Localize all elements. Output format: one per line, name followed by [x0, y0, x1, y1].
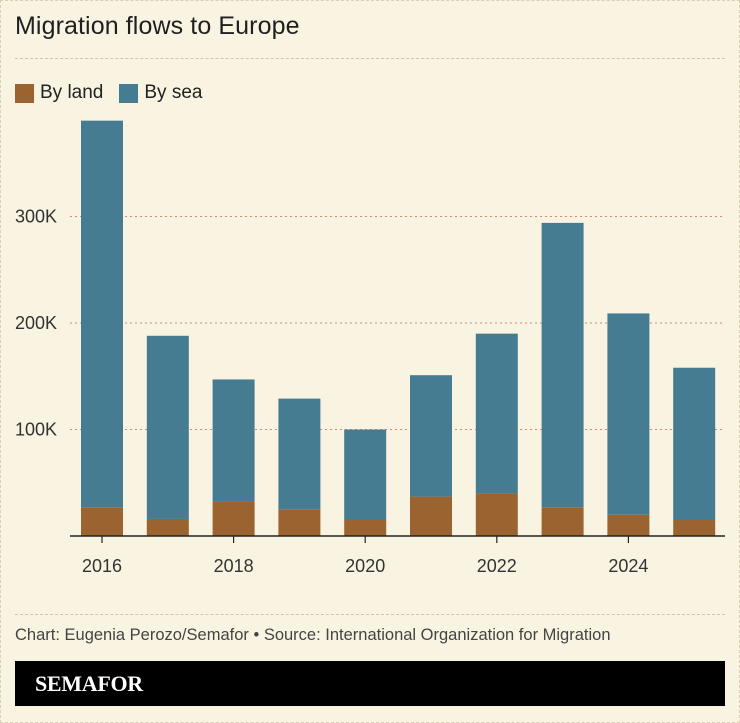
legend-item-land: By land	[15, 82, 103, 104]
bar-2019-land	[278, 509, 321, 536]
bar-2018-sea	[212, 379, 255, 502]
bar-2020-sea	[344, 429, 387, 521]
bar-2024-sea	[607, 313, 650, 515]
bar-2021-land	[410, 496, 452, 536]
bar-2022-sea	[475, 333, 518, 494]
bar-2016-land	[81, 507, 123, 536]
bar-2025-land	[673, 520, 716, 536]
title-divider	[15, 58, 725, 59]
x-axis: 2016 2018 2020 2022 2024	[70, 535, 725, 576]
x-tick-label-2020: 2020	[345, 556, 385, 576]
legend-label-sea: By sea	[144, 82, 203, 103]
legend: By land By sea	[15, 82, 218, 104]
x-tick-label-2018: 2018	[214, 556, 254, 576]
bar-2016-sea	[81, 120, 123, 508]
bar-2023-land	[541, 507, 584, 536]
y-tick-label-200K: 200K	[15, 313, 57, 333]
chart-title: Migration flows to Europe	[15, 12, 300, 40]
bar-2020-land	[344, 520, 387, 536]
x-tick-label-2016: 2016	[82, 556, 122, 576]
bar-2024-land	[607, 514, 650, 536]
y-tick-label-100K: 100K	[15, 420, 57, 440]
bar-2023-sea	[541, 222, 584, 508]
legend-swatch-sea	[119, 83, 139, 103]
bar-2021-sea	[410, 375, 452, 497]
legend-swatch-land	[15, 83, 34, 103]
chart-caption: Chart: Eugenia Perozo/Semafor • Source: …	[15, 626, 611, 644]
bar-2025-sea	[673, 367, 716, 521]
bar-2017-land	[146, 518, 189, 536]
bars	[81, 120, 716, 536]
bar-2019-sea	[278, 398, 321, 510]
bar-2017-sea	[146, 335, 189, 519]
legend-item-sea: By sea	[119, 82, 202, 104]
legend-label-land: By land	[40, 82, 104, 103]
brand-logo: SEMAFOR	[35, 670, 143, 696]
footer-bar: SEMAFOR	[15, 661, 725, 706]
caption-divider	[15, 614, 725, 615]
bar-2022-land	[475, 493, 518, 536]
x-tick-label-2024: 2024	[608, 556, 648, 576]
bar-2018-land	[212, 501, 255, 536]
x-tick-label-2022: 2022	[477, 556, 517, 576]
y-tick-label-300K: 300K	[15, 207, 57, 227]
